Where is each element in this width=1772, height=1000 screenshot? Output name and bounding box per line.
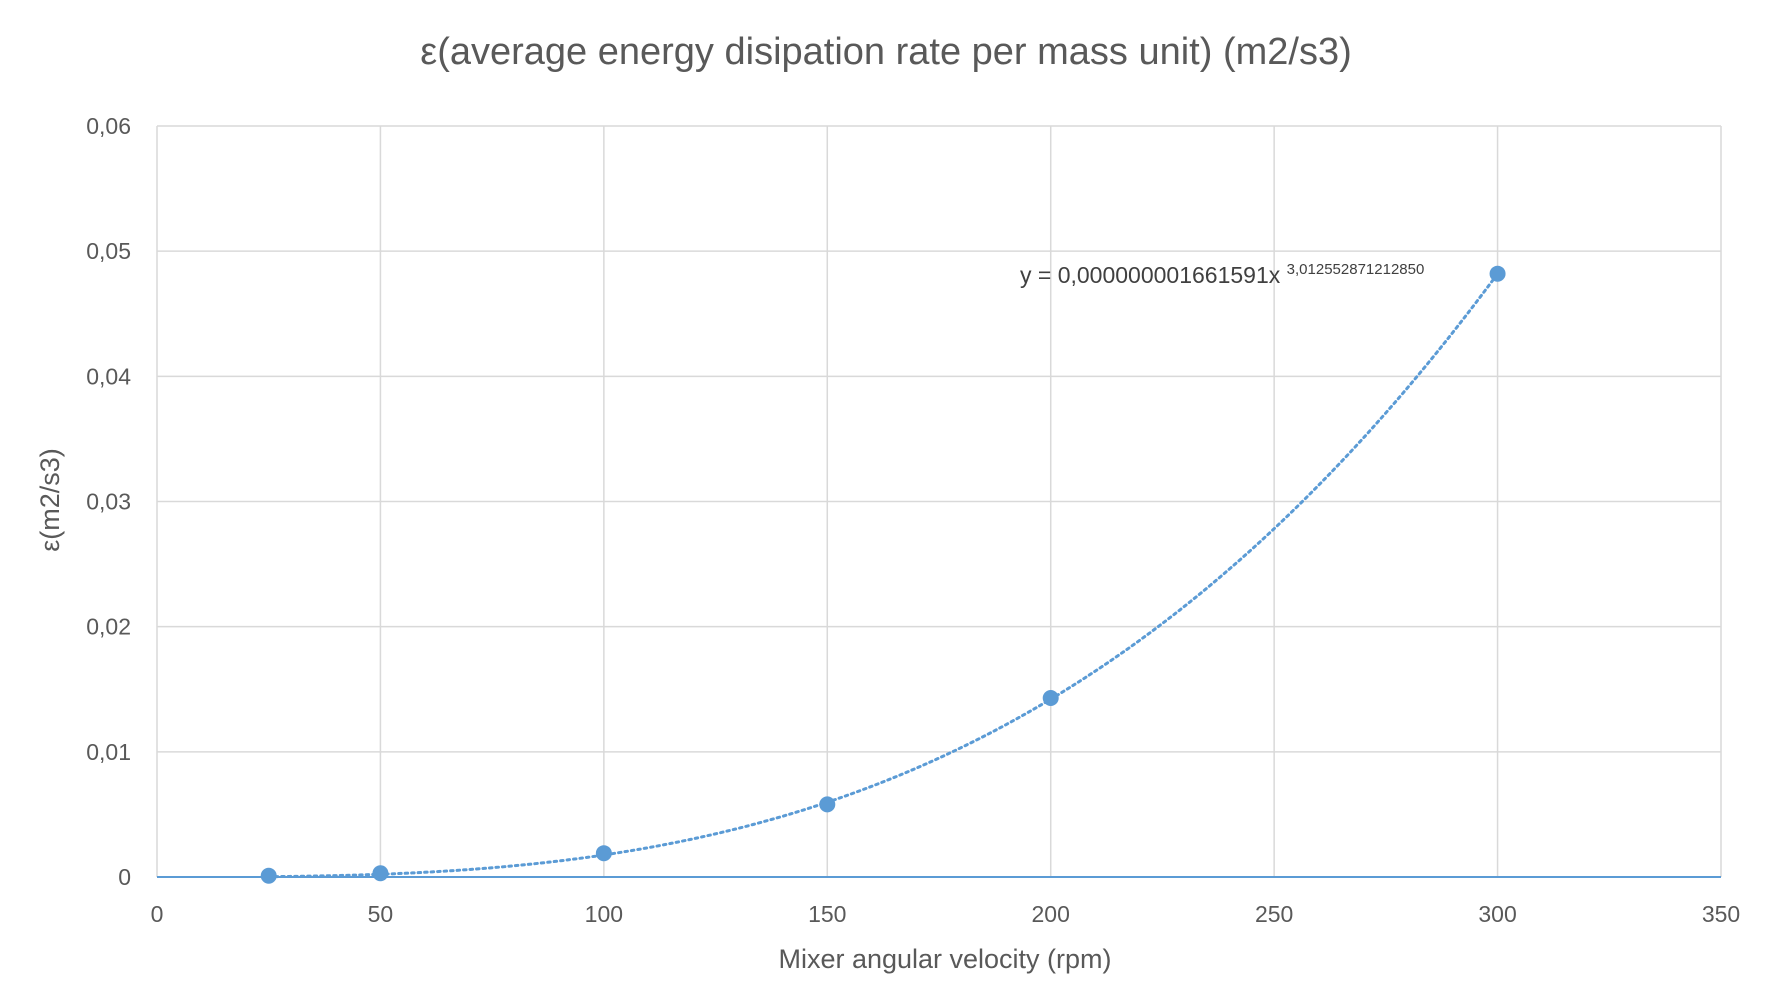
- data-point: [1042, 690, 1059, 707]
- y-tick-label: 0,01: [86, 739, 131, 765]
- y-tick-label: 0,04: [86, 363, 131, 389]
- data-point: [1489, 265, 1506, 282]
- y-axis: 0 0,01 0,02 0,03 0,04 0,05 0,06: [86, 113, 131, 890]
- x-tick-label: 0: [151, 901, 164, 927]
- data-point: [819, 796, 836, 813]
- trendline-equation: y = 0,000000001661591x 3,012552871212850: [1020, 261, 1424, 288]
- x-tick-label: 200: [1032, 901, 1070, 927]
- grid: [156, 125, 1722, 877]
- data-point: [372, 865, 389, 882]
- y-tick-label: 0,05: [86, 238, 131, 264]
- data-point: [595, 845, 612, 862]
- trendline-equation-base: y = 0,000000001661591x: [1020, 262, 1281, 288]
- y-tick-label: 0,02: [86, 614, 131, 640]
- trendline-path: [267, 272, 1500, 879]
- trendline: [267, 272, 1500, 879]
- x-tick-label: 100: [585, 901, 623, 927]
- y-tick-label: 0,06: [86, 113, 131, 139]
- x-tick-label: 250: [1255, 901, 1293, 927]
- chart-title: ε(average energy disipation rate per mas…: [420, 31, 1351, 73]
- y-tick-label: 0,03: [86, 489, 131, 515]
- y-axis-label: ε(m2/s3): [35, 448, 65, 552]
- x-tick-label: 50: [368, 901, 394, 927]
- x-tick-label: 150: [808, 901, 846, 927]
- x-tick-label: 350: [1702, 901, 1740, 927]
- data-points: [260, 265, 1506, 884]
- trendline-equation-exponent: 3,012552871212850: [1287, 261, 1425, 278]
- data-point: [260, 867, 277, 884]
- x-axis: 0 50 100 150 200 250 300 350: [151, 876, 1740, 927]
- x-axis-label: Mixer angular velocity (rpm): [778, 944, 1111, 974]
- y-tick-label: 0: [118, 864, 131, 890]
- x-tick-label: 300: [1478, 901, 1516, 927]
